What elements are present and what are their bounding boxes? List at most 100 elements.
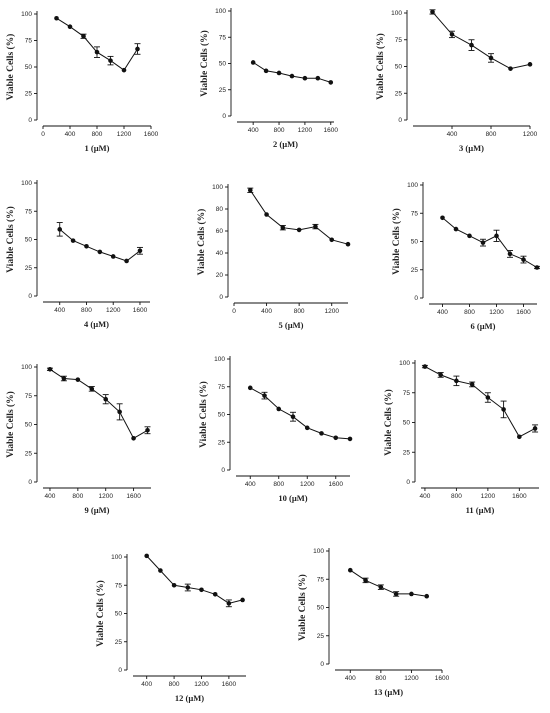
y-tick-label: 100 — [111, 554, 122, 561]
x-tick-label: 800 — [375, 675, 386, 682]
y-tick-label: 100 — [212, 184, 223, 191]
y-axis-label: Viable Cells (%) — [198, 381, 209, 448]
y-tick-label: 50 — [25, 237, 33, 244]
y-tick-label: 100 — [313, 548, 324, 555]
data-point — [378, 584, 384, 590]
chart-panel-6: 0 25 50 75 100 400 800 1200 1600 Viable Cells (%)… — [391, 182, 540, 331]
y-tick-label: 75 — [25, 393, 33, 400]
data-point — [508, 66, 513, 71]
series-line — [249, 190, 349, 245]
data-point — [422, 364, 428, 369]
data-point — [276, 406, 282, 412]
y-tick-label: 25 — [403, 449, 411, 456]
x-tick-label: 800 — [464, 309, 475, 316]
data-point — [329, 237, 335, 243]
data-point — [345, 241, 351, 247]
x-tick-label: 400 — [261, 308, 272, 315]
x-tick-label: 400 — [437, 309, 448, 316]
y-tick-label: 0 — [320, 661, 324, 668]
x-tick-label: 0 — [232, 308, 236, 315]
x-tick-label: 800 — [486, 131, 497, 138]
x-tick-label: 400 — [345, 675, 356, 682]
y-axis-label: Viable Cells (%) — [391, 208, 402, 275]
data-point — [469, 42, 474, 48]
y-tick-label: 60 — [216, 228, 224, 235]
y-axis-label: Viable Cells (%) — [297, 574, 308, 641]
y-axis-label: Viable Cells (%) — [5, 206, 16, 273]
y-tick-label: 50 — [403, 420, 411, 427]
x-tick-label: 400 — [420, 493, 431, 500]
data-point — [108, 58, 113, 63]
data-point — [262, 393, 267, 398]
y-tick-label: 80 — [216, 206, 224, 213]
data-point — [81, 33, 86, 39]
y-axis-label: Viable Cells (%) — [375, 33, 386, 100]
y-tick-label: 75 — [395, 37, 403, 44]
x-tick-label: 1600 — [435, 675, 450, 682]
y-tick-label: 100 — [214, 356, 225, 363]
data-point — [289, 73, 295, 79]
x-axis-label: 13 (µM) — [374, 687, 403, 697]
y-tick-label: 25 — [218, 439, 226, 446]
chart-panel-3: 0 25 50 75 100 400 800 1200 Viable Cells (%) 3 (µ… — [375, 9, 538, 153]
x-axis-label: 1 (µM) — [85, 143, 110, 153]
x-tick-label: 1200 — [481, 493, 496, 500]
data-point — [347, 436, 353, 442]
data-point — [453, 226, 459, 232]
y-tick-label: 25 — [219, 87, 227, 94]
x-axis-label: 10 (µM) — [278, 493, 307, 503]
x-tick-label: 1600 — [516, 309, 531, 316]
y-tick-label: 100 — [215, 8, 226, 15]
x-tick-label: 1600 — [133, 307, 148, 314]
x-tick-label: 1200 — [117, 131, 132, 138]
y-tick-label: 75 — [115, 582, 123, 589]
y-tick-label: 0 — [398, 117, 402, 124]
x-tick-label: 400 — [245, 481, 256, 488]
y-tick-label: 75 — [25, 38, 33, 45]
y-tick-label: 50 — [219, 61, 227, 68]
x-tick-label: 1200 — [489, 309, 504, 316]
series-line — [250, 387, 351, 440]
data-point — [117, 409, 122, 415]
y-tick-label: 75 — [219, 34, 227, 41]
x-tick-label: 1600 — [512, 493, 527, 500]
data-point — [250, 60, 256, 65]
y-axis-label: Viable Cells (%) — [196, 209, 207, 276]
chart-panel-2: 0 25 50 75 100 400 800 1200 1600 Viable Cells (%)… — [199, 8, 338, 149]
data-point — [507, 251, 513, 257]
y-tick-label: 0 — [222, 113, 226, 120]
y-tick-label: 100 — [391, 10, 402, 17]
series-line — [59, 228, 141, 262]
x-axis-label: 6 (µM) — [471, 321, 496, 331]
x-tick-label: 800 — [274, 127, 285, 134]
y-tick-label: 40 — [216, 250, 224, 257]
data-point — [135, 46, 140, 52]
data-point — [103, 396, 109, 402]
chart-panel-1: 0 25 50 75 100 0 400 800 1200 1600 Viable Cells (%… — [5, 11, 159, 153]
x-tick-label: 400 — [447, 131, 458, 138]
x-tick-label: 1600 — [324, 127, 339, 134]
y-tick-label: 100 — [21, 180, 32, 187]
data-point — [110, 254, 116, 259]
y-tick-label: 100 — [21, 364, 32, 371]
y-tick-label: 0 — [221, 467, 225, 474]
data-point — [94, 49, 100, 55]
data-point — [363, 578, 368, 583]
y-tick-label: 0 — [414, 295, 418, 302]
x-tick-label: 400 — [65, 131, 76, 138]
data-point — [467, 233, 472, 239]
data-point — [333, 435, 339, 441]
data-point — [171, 582, 177, 588]
data-point — [121, 67, 127, 73]
x-tick-label: 1200 — [298, 127, 313, 134]
series-line — [146, 555, 243, 604]
data-point — [97, 249, 103, 255]
x-axis-label: 11 (µM) — [466, 505, 495, 515]
chart-panel-9: 0 25 50 75 100 400 800 1200 1600 Viable Cells (%)… — [383, 360, 539, 515]
chart-panel-7: 0 25 50 75 100 400 800 1200 1600 Viable Cells (%)… — [5, 364, 151, 515]
chart-panel-5: 0 20 40 60 80 100 0 400 800 1200 Viable Cells (%) 5… — [196, 184, 351, 330]
y-tick-label: 25 — [317, 633, 325, 640]
y-tick-label: 25 — [25, 91, 33, 98]
y-tick-label: 50 — [395, 64, 403, 71]
